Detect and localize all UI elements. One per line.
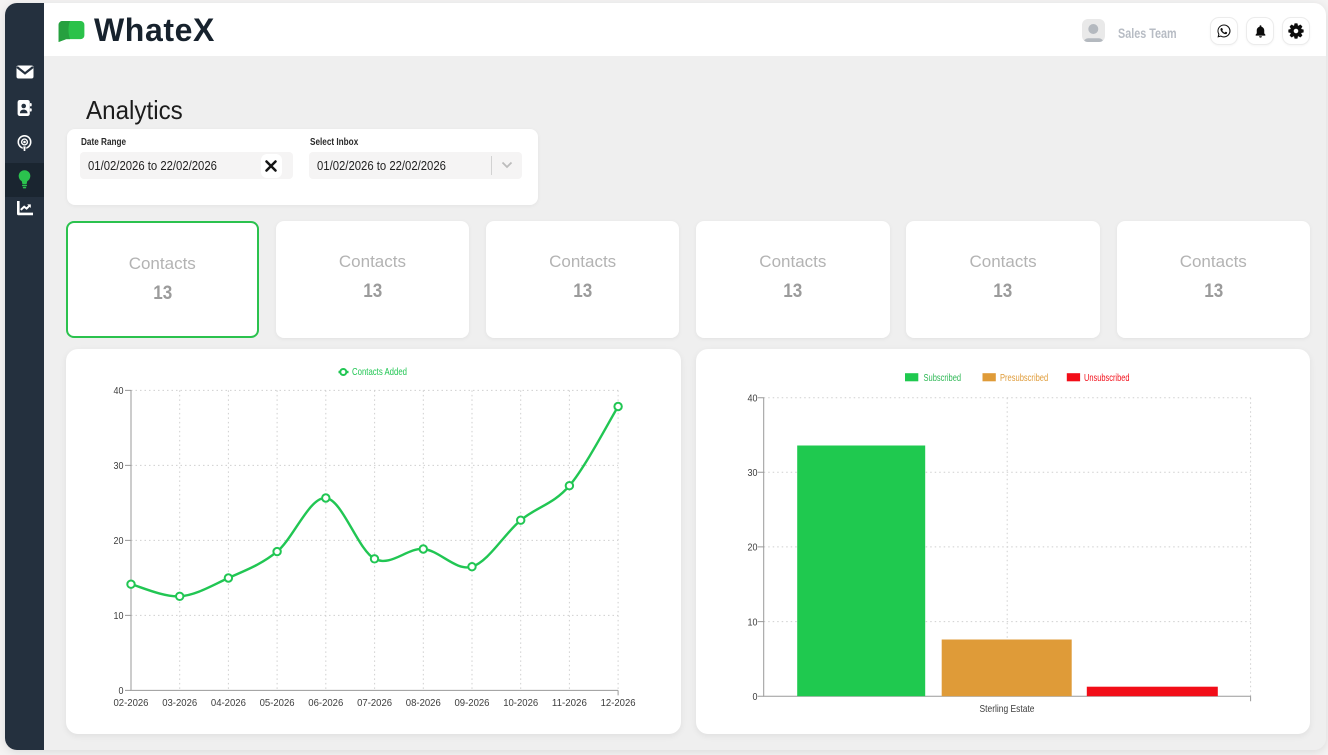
- svg-text:08-2026: 08-2026: [405, 697, 440, 709]
- svg-text:30: 30: [748, 467, 758, 479]
- svg-text:04-2026: 04-2026: [210, 697, 245, 709]
- svg-text:20: 20: [113, 535, 123, 547]
- svg-text:40: 40: [113, 385, 123, 397]
- svg-text:09-2026: 09-2026: [454, 697, 489, 709]
- svg-text:05-2026: 05-2026: [259, 697, 294, 709]
- svg-text:06-2026: 06-2026: [308, 697, 343, 709]
- svg-text:40: 40: [748, 392, 758, 404]
- svg-text:10: 10: [748, 616, 758, 628]
- svg-text:03-2026: 03-2026: [162, 697, 197, 709]
- svg-text:02-2026: 02-2026: [113, 697, 148, 709]
- svg-text:Unsubscribed: Unsubscribed: [1084, 372, 1130, 384]
- svg-text:Presubscribed: Presubscribed: [1000, 372, 1048, 384]
- svg-text:Sterling Estate: Sterling Estate: [980, 703, 1035, 715]
- svg-text:10: 10: [113, 610, 123, 622]
- svg-text:10-2026: 10-2026: [503, 697, 538, 709]
- svg-text:20: 20: [748, 542, 758, 554]
- svg-text:Contacts Added: Contacts Added: [352, 366, 407, 378]
- svg-text:Subscribed: Subscribed: [924, 372, 962, 384]
- svg-text:11-2026: 11-2026: [551, 697, 586, 709]
- svg-text:07-2026: 07-2026: [357, 697, 392, 709]
- svg-text:30: 30: [113, 460, 123, 472]
- svg-text:0: 0: [118, 685, 123, 697]
- svg-text:12-2026: 12-2026: [600, 697, 635, 709]
- svg-text:0: 0: [753, 691, 758, 703]
